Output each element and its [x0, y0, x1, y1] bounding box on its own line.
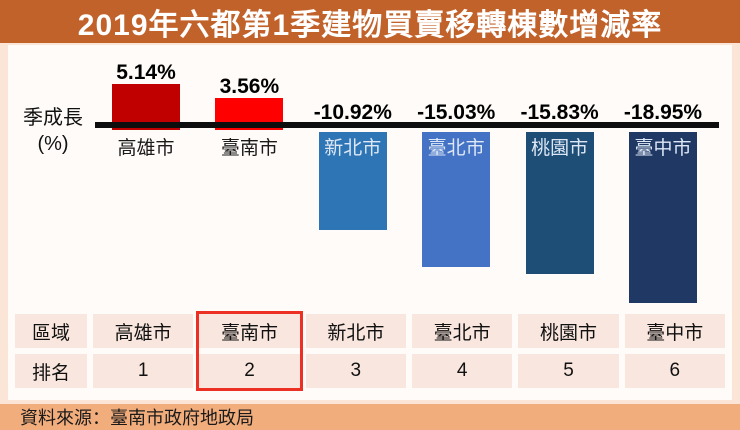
table-cell-rank: 4	[411, 354, 513, 388]
category-label-臺中市: 臺中市	[634, 138, 692, 159]
table-header-rank: 排名	[15, 354, 87, 388]
category-label-高雄市: 高雄市	[117, 138, 175, 159]
table-cell-rank: 2	[199, 354, 300, 388]
table-cell-rank: 5	[518, 354, 619, 388]
value-label-桃園市: -15.83%	[520, 101, 599, 124]
y-axis-label-line1: 季成長	[23, 107, 83, 129]
content-panel: 季成長 (%) 5.14% 高雄市 3.56% 臺南市 -10.92% 新北市 -15.03…	[8, 45, 732, 400]
value-label-臺中市: -18.95%	[623, 101, 703, 124]
table-column-高雄市: 高雄市 1	[90, 311, 196, 391]
table-cell-city: 新北市	[305, 314, 406, 348]
table-column-臺北市: 臺北市 4	[409, 311, 515, 391]
value-label-新北市: -10.92%	[313, 101, 392, 124]
table-column-臺中市: 臺中市 6	[622, 311, 728, 391]
table-column-桃園市: 桃園市 5	[515, 311, 621, 391]
x-axis-line	[95, 122, 719, 128]
category-label-臺南市: 臺南市	[220, 138, 278, 159]
value-label-臺南市: 3.56%	[219, 74, 280, 98]
table-cell-rank: 3	[305, 354, 406, 388]
table-header-column: 區域 排名	[12, 311, 90, 391]
ranking-table: 區域排名 高雄市 1 臺南市 2 新北市 3 臺北市 4 桃園市 5 臺中市 6	[12, 311, 728, 391]
source-text: 資料來源：臺南市政府地政局	[20, 408, 254, 428]
y-axis-label: 季成長 (%)	[12, 105, 94, 157]
bar-新北市	[318, 132, 387, 231]
table-cell-city: 桃園市	[518, 314, 619, 348]
value-label-高雄市: 5.14%	[116, 60, 176, 84]
category-label-桃園市: 桃園市	[531, 138, 589, 159]
table-cell-city: 臺北市	[411, 314, 513, 348]
bar-臺北市	[422, 132, 491, 268]
table-cell-rank: 1	[93, 354, 194, 388]
value-label-臺北市: -15.03%	[417, 101, 496, 124]
bar-chart: 季成長 (%) 5.14% 高雄市 3.56% 臺南市 -10.92% 新北市 -15.03…	[8, 45, 732, 309]
table-header-region: 區域	[15, 314, 87, 348]
source-bar: 資料來源：臺南市政府地政局	[0, 404, 740, 430]
table-cell-rank: 6	[624, 354, 725, 388]
table-cell-city: 高雄市	[93, 314, 194, 348]
title-bar: 2019年六都第1季建物買賣移轉棟數增減率	[0, 0, 740, 43]
bar-桃園市	[525, 132, 594, 275]
category-label-臺北市: 臺北市	[427, 138, 485, 159]
table-cell-city: 臺中市	[624, 314, 725, 348]
page-title: 2019年六都第1季建物買賣移轉棟數增減率	[77, 8, 663, 42]
bar-臺中市	[629, 132, 697, 303]
table-column-新北市: 新北市 3	[303, 311, 409, 391]
category-label-新北市: 新北市	[324, 138, 382, 159]
table-cell-city: 臺南市	[199, 314, 300, 348]
table-column-臺南市: 臺南市 2	[196, 311, 303, 391]
y-axis-label-line2: (%)	[37, 133, 69, 155]
